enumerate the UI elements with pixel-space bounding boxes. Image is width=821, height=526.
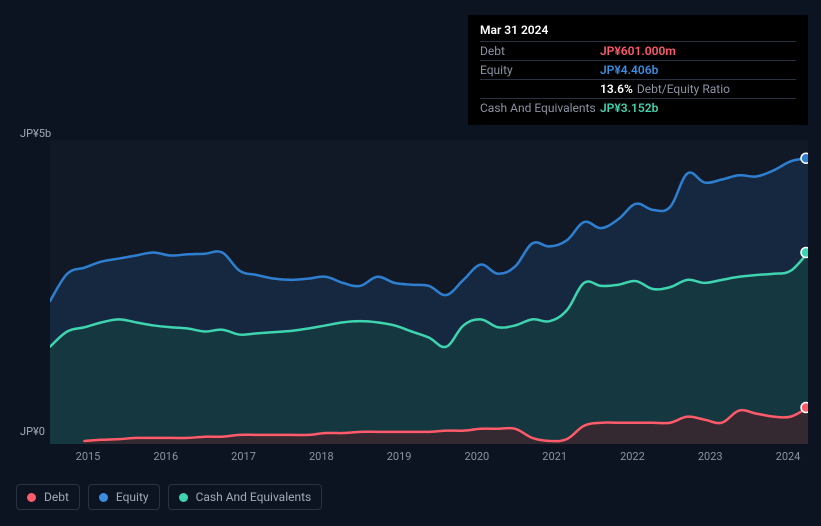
- tooltip-debt-value: JP¥601.000m: [600, 44, 676, 58]
- legend-item-debt[interactable]: Debt: [16, 484, 80, 510]
- tooltip-cash-label: Cash And Equivalents: [480, 101, 600, 115]
- legend-label-cash: Cash And Equivalents: [196, 490, 312, 504]
- x-axis-label: 2019: [387, 450, 412, 463]
- tooltip-date: Mar 31 2024: [480, 23, 796, 37]
- tooltip-ratio-pct: 13.6%: [600, 82, 633, 96]
- chart-tooltip: Mar 31 2024 Debt JP¥601.000m Equity JP¥4…: [468, 15, 808, 125]
- end-marker-equity: [801, 153, 808, 163]
- y-axis-label-bottom: JP¥0: [20, 425, 45, 438]
- end-marker-debt: [801, 403, 808, 413]
- x-axis-labels: 2015 2016 2017 2018 2019 2020 2021 2022 2023 2024: [50, 450, 808, 470]
- legend-item-equity[interactable]: Equity: [88, 484, 160, 510]
- tooltip-cash-value: JP¥3.152b: [600, 101, 658, 115]
- x-axis-label: 2021: [542, 450, 567, 463]
- y-axis-label-top: JP¥5b: [20, 127, 51, 140]
- tooltip-ratio-blank: [480, 82, 600, 96]
- x-axis-label: 2017: [231, 450, 256, 463]
- legend-dot-cash: [179, 493, 188, 502]
- legend-item-cash[interactable]: Cash And Equivalents: [168, 484, 323, 510]
- x-axis-label: 2024: [776, 450, 801, 463]
- tooltip-row-debt: Debt JP¥601.000m: [480, 41, 796, 60]
- tooltip-equity-value: JP¥4.406b: [600, 63, 658, 77]
- legend-dot-equity: [99, 493, 108, 502]
- chart-legend: Debt Equity Cash And Equivalents: [16, 484, 322, 510]
- chart-plot-area[interactable]: [50, 140, 808, 444]
- tooltip-debt-label: Debt: [480, 44, 600, 58]
- tooltip-row-cash: Cash And Equivalents JP¥3.152b: [480, 98, 796, 117]
- x-axis-label: 2020: [465, 450, 490, 463]
- legend-label-equity: Equity: [116, 490, 149, 504]
- x-axis-label: 2018: [309, 450, 334, 463]
- x-axis-label: 2016: [153, 450, 178, 463]
- x-axis-label: 2015: [76, 450, 101, 463]
- tooltip-equity-label: Equity: [480, 63, 600, 77]
- x-axis-label: 2023: [698, 450, 723, 463]
- tooltip-ratio-label: Debt/Equity Ratio: [637, 82, 730, 96]
- end-marker-cash: [801, 247, 808, 257]
- tooltip-row-ratio: 13.6% Debt/Equity Ratio: [480, 79, 796, 98]
- tooltip-row-equity: Equity JP¥4.406b: [480, 60, 796, 79]
- chart-svg: [50, 140, 808, 444]
- legend-label-debt: Debt: [44, 490, 69, 504]
- tooltip-ratio-value: 13.6% Debt/Equity Ratio: [600, 82, 730, 96]
- x-axis-label: 2022: [620, 450, 645, 463]
- legend-dot-debt: [27, 493, 36, 502]
